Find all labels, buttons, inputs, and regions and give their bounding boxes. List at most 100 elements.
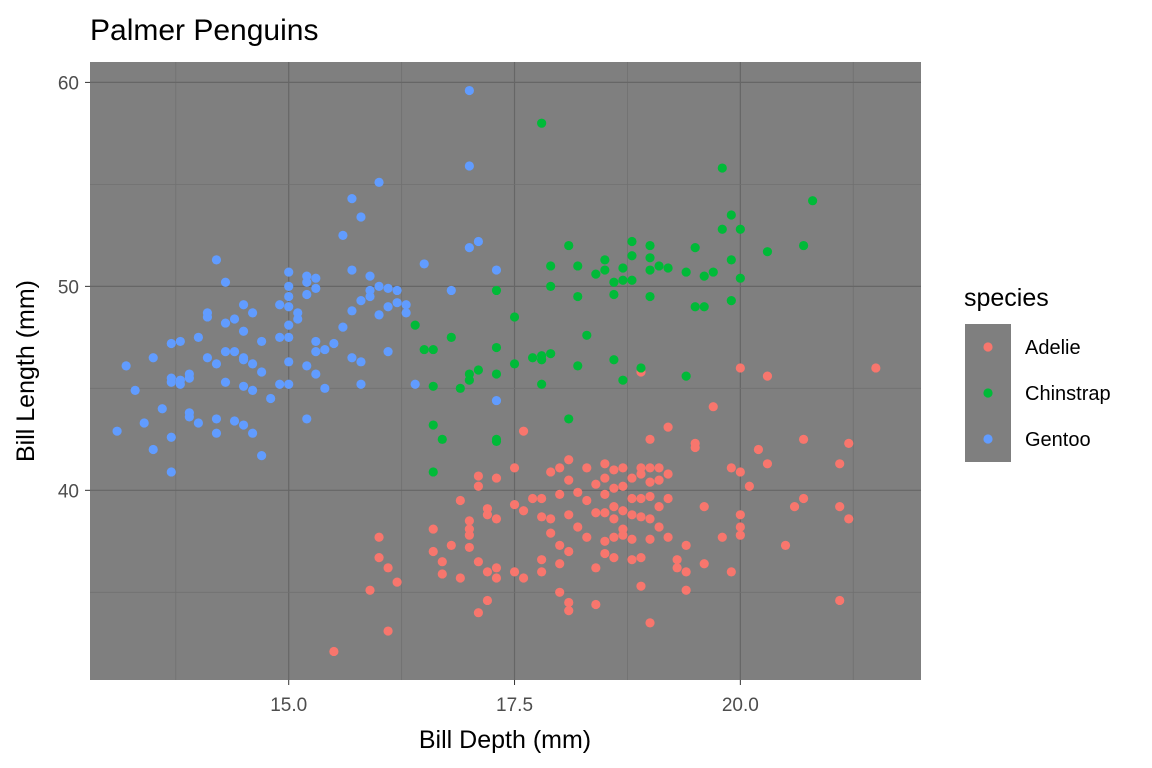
data-point-adelie	[518, 506, 529, 516]
data-point-adelie	[627, 493, 637, 504]
data-point-adelie	[708, 402, 718, 412]
legend-key-chinstrap	[983, 388, 993, 398]
data-point-chinstrap	[726, 255, 736, 265]
data-point-adelie	[627, 510, 637, 520]
data-point-adelie	[491, 473, 502, 483]
data-point-adelie	[564, 606, 574, 616]
data-point-gentoo	[464, 161, 474, 171]
data-point-gentoo	[266, 393, 276, 404]
data-point-gentoo	[347, 353, 357, 363]
data-point-adelie	[835, 595, 845, 606]
data-point-gentoo	[302, 361, 312, 371]
data-point-adelie	[600, 508, 610, 518]
data-point-adelie	[627, 555, 637, 565]
data-point-chinstrap	[600, 265, 610, 275]
data-point-chinstrap	[591, 269, 601, 279]
data-point-gentoo	[193, 332, 203, 342]
data-point-gentoo	[392, 285, 402, 296]
data-point-adelie	[663, 422, 673, 432]
legend-title: species	[964, 284, 1049, 312]
data-point-chinstrap	[627, 251, 637, 261]
data-point-chinstrap	[419, 344, 429, 355]
y-tick-label: 50	[58, 277, 79, 298]
data-point-chinstrap	[735, 224, 745, 234]
data-point-chinstrap	[681, 267, 691, 277]
data-point-gentoo	[175, 379, 185, 389]
data-point-adelie	[645, 534, 655, 544]
data-point-gentoo	[184, 373, 194, 383]
data-point-adelie	[654, 502, 664, 512]
data-point-adelie	[618, 481, 628, 491]
data-point-gentoo	[238, 381, 249, 391]
data-point-chinstrap	[428, 467, 438, 477]
data-point-adelie	[663, 469, 673, 479]
data-point-chinstrap	[618, 263, 628, 273]
data-point-adelie	[555, 587, 565, 597]
data-point-gentoo	[464, 243, 474, 253]
data-point-gentoo	[211, 359, 222, 369]
data-point-adelie	[844, 514, 854, 524]
data-point-gentoo	[374, 177, 384, 187]
data-point-adelie	[681, 585, 691, 595]
data-point-adelie	[329, 646, 339, 657]
data-point-chinstrap	[645, 291, 655, 302]
data-point-gentoo	[338, 230, 348, 240]
data-point-adelie	[609, 514, 619, 524]
data-point-adelie	[537, 555, 547, 565]
data-point-gentoo	[166, 432, 176, 442]
data-point-gentoo	[166, 338, 176, 349]
data-point-adelie	[464, 516, 474, 526]
data-point-adelie	[383, 626, 393, 636]
data-point-adelie	[735, 467, 745, 477]
data-point-adelie	[437, 569, 447, 579]
data-point-adelie	[699, 559, 709, 569]
legend-key-gentoo	[983, 434, 993, 444]
data-point-adelie	[564, 546, 574, 557]
legend-label-adelie: Adelie	[1025, 337, 1081, 359]
data-point-adelie	[645, 463, 655, 473]
data-point-gentoo	[220, 377, 231, 387]
legend-key-adelie	[983, 342, 993, 352]
data-point-adelie	[446, 540, 456, 550]
data-point-adelie	[726, 567, 736, 577]
data-point-gentoo	[311, 347, 321, 357]
data-point-adelie	[835, 502, 845, 512]
data-point-chinstrap	[527, 353, 538, 363]
data-point-chinstrap	[582, 330, 592, 340]
data-point-chinstrap	[537, 351, 547, 361]
data-point-adelie	[645, 434, 655, 444]
data-point-gentoo	[320, 344, 330, 355]
data-point-adelie	[744, 481, 754, 491]
data-point-adelie	[844, 438, 854, 449]
data-point-gentoo	[329, 338, 339, 349]
data-point-gentoo	[229, 347, 240, 357]
data-point-adelie	[654, 463, 664, 473]
data-point-gentoo	[220, 347, 231, 357]
data-point-gentoo	[284, 281, 294, 291]
data-point-adelie	[645, 477, 655, 487]
data-point-chinstrap	[573, 291, 583, 302]
data-point-gentoo	[275, 332, 285, 342]
data-point-adelie	[491, 563, 502, 573]
data-point-chinstrap	[663, 263, 673, 273]
data-point-chinstrap	[546, 261, 556, 271]
data-point-gentoo	[193, 418, 203, 428]
data-point-adelie	[573, 487, 583, 497]
data-point-chinstrap	[446, 332, 456, 342]
legend-label-gentoo: Gentoo	[1025, 429, 1091, 451]
data-point-gentoo	[247, 428, 258, 438]
data-point-adelie	[636, 493, 646, 504]
data-point-chinstrap	[428, 420, 438, 430]
data-point-gentoo	[166, 467, 176, 477]
data-point-gentoo	[401, 308, 411, 318]
data-point-gentoo	[238, 420, 249, 430]
data-point-adelie	[618, 530, 628, 540]
data-point-adelie	[555, 540, 565, 550]
data-point-gentoo	[238, 353, 249, 363]
data-point-chinstrap	[726, 210, 736, 220]
data-point-adelie	[717, 532, 727, 542]
data-point-gentoo	[383, 302, 393, 312]
legend-label-chinstrap: Chinstrap	[1025, 383, 1111, 405]
data-point-gentoo	[229, 416, 240, 426]
